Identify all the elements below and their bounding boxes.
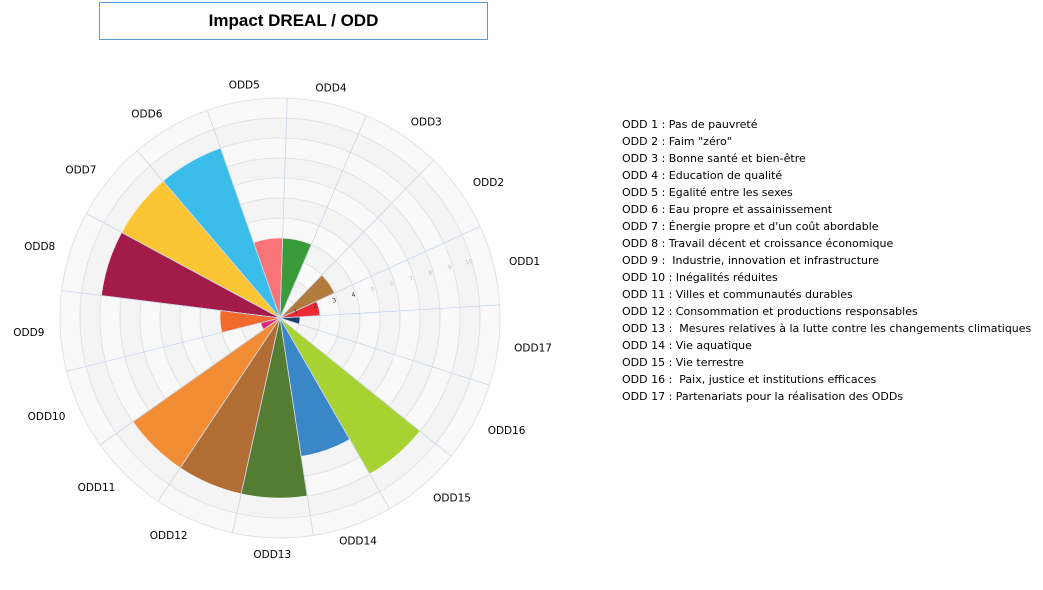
legend-item: ODD 10 : Inégalités réduites [622,271,778,284]
spoke-line [61,290,281,319]
tick-label: 6 [389,280,395,288]
legend-item: ODD 2 : Faim "zéro" [622,135,732,148]
legend: ODD 1 : Pas de pauvreté ODD 2 : Faim "zér… [622,116,1031,405]
legend-item: ODD 6 : Eau propre et assainissement [622,203,833,216]
label-odd16: ODD16 [488,425,526,437]
legend-item: ODD 7 : Énergie propre et d'un coût abor… [622,220,879,233]
label-odd6: ODD6 [131,108,162,120]
tick-label: 4 [351,291,357,299]
label-odd2: ODD2 [473,177,504,189]
legend-item: ODD 16 : Paix, justice et institutions e… [622,373,877,386]
label-odd11: ODD11 [78,482,116,494]
label-odd13: ODD13 [253,549,291,561]
wedges [101,147,421,499]
spoke-line [279,317,390,509]
legend-item: ODD 15 : Vie terrestre [622,356,744,369]
spoke-line [279,226,481,319]
tick-label: 9 [447,264,453,272]
legend-item: ODD 3 : Bonne santé et bien-être [622,152,806,165]
spoke-line [232,317,281,533]
spoke-line [99,317,281,446]
label-odd10: ODD10 [28,411,66,423]
label-odd14: ODD14 [339,536,377,548]
legend-item: ODD 5 : Egalité entre les sexes [622,186,793,199]
tick-label: 7 [408,275,414,283]
label-odd17: ODD17 [514,342,552,354]
spoke-line [206,110,281,319]
spokes [61,98,500,536]
legend-item: ODD 4 : Education de qualité [622,169,783,182]
tick-label: 3 [332,297,338,305]
spoke-line [279,317,490,386]
chart-title: Impact DREAL / ODD [99,2,488,40]
spoke-line [157,317,281,502]
legend-item: ODD 12 : Consommation et productions res… [622,305,918,318]
label-odd12: ODD12 [150,530,188,542]
label-odd3: ODD3 [411,117,442,129]
label-odd9: ODD9 [13,327,44,339]
label-odd1: ODD1 [509,256,540,268]
tick-label: 8 [428,269,434,277]
tick-label: 5 [370,286,376,294]
spoke-line [279,160,434,319]
tick-label: 2 [312,302,318,310]
spoke-line [86,213,281,319]
label-odd7: ODD7 [65,165,96,177]
spoke-line [66,317,281,372]
spoke-line [279,317,452,457]
spoke-line [279,317,314,536]
tick-label: 1 [293,308,299,316]
legend-item: ODD 9 : Industrie, innovation et infrast… [622,254,880,267]
tick-label: 10 [464,258,473,267]
spoke-line [136,150,281,319]
radial-ticks: 1 2 3 4 5 6 7 8 9 10 [293,258,474,316]
label-odd8: ODD8 [24,241,55,253]
legend-item: ODD 11 : Villes et communautés durables [622,288,853,301]
legend-item: ODD 14 : Vie aquatique [622,339,752,352]
spoke-line [279,115,367,319]
category-labels: ODD1 ODD2 ODD3 ODD4 ODD5 ODD6 ODD7 ODD8 ODD9 ODD1… [13,80,552,561]
legend-item: ODD 13 : Mesures relatives à la lutte co… [622,322,1032,335]
label-odd5: ODD5 [229,80,260,92]
legend-item: ODD 1 : Pas de pauvreté [622,118,758,131]
label-odd15: ODD15 [433,493,471,505]
legend-item: ODD 17 : Partenariats pour la réalisatio… [622,390,904,403]
spoke-line [279,98,288,319]
legend-item: ODD 8 : Travail décent et croissance éco… [622,237,894,250]
spoke-line [279,304,500,319]
label-odd4: ODD4 [315,83,346,95]
